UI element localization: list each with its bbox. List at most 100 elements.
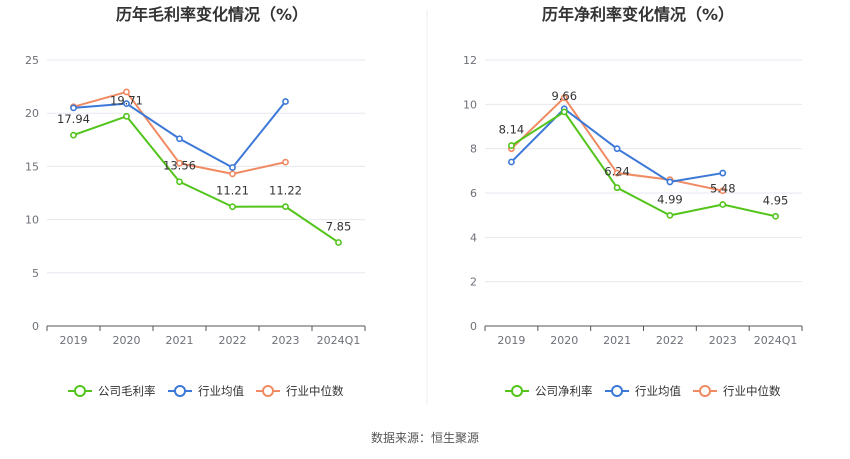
gross-margin-y-tick-label: 25 (25, 54, 39, 67)
net-margin-company-point[interactable] (666, 211, 674, 219)
legend-swatch-marker (511, 385, 523, 397)
legend-label: 公司毛利率 (98, 384, 156, 398)
net-margin-y-tick-label: 8 (470, 143, 477, 156)
gross-margin-x-tick-label: 2019 (60, 334, 88, 347)
legend-swatch-marker (174, 385, 186, 397)
net-margin-x-tick-label: 2021 (603, 334, 631, 347)
net-margin-y-tick-label: 2 (470, 276, 477, 289)
gross-margin-data-label: 11.22 (269, 184, 302, 198)
net-margin-y-tick-label: 12 (463, 54, 477, 67)
net-margin-legend-item-industry-median[interactable]: 行业中位数 (693, 384, 781, 398)
net-margin-legend[interactable]: 公司净利率 行业均值 行业中位数 (505, 384, 781, 398)
net-margin-industry-median-point[interactable] (613, 169, 621, 177)
net-margin-data-label: 9.66 (551, 89, 577, 103)
net-margin-industry-median-point[interactable] (719, 187, 727, 195)
net-margin-company-point[interactable] (560, 108, 568, 116)
gross-margin-industry-avg-point[interactable] (123, 100, 130, 108)
gross-margin-x-tick-label: 2024Q1 (317, 334, 361, 347)
net-margin-company-point[interactable] (613, 184, 621, 192)
gross-margin-data-label: 19.71 (110, 93, 143, 107)
net-margin-industry-avg-point[interactable] (508, 158, 515, 166)
net-margin-industry-median-point[interactable] (560, 94, 568, 102)
legend-label: 公司净利率 (535, 384, 593, 398)
gross-margin-y-axis: 0 5 10 15 20 25 (25, 54, 39, 333)
gross-margin-company-point[interactable] (70, 131, 77, 139)
net-margin-company-point[interactable] (772, 212, 779, 220)
net-margin-grid (485, 59, 802, 283)
gross-margin-x-axis: 2019 2020 2021 2022 2023 2024Q1 (46, 325, 366, 347)
gross-margin-company-point[interactable] (282, 203, 289, 211)
net-margin-company-point[interactable] (719, 201, 727, 208)
gross-margin-y-tick-label: 20 (25, 107, 39, 120)
net-margin-data-label: 4.99 (657, 192, 683, 206)
net-margin-y-tick-label: 10 (463, 98, 477, 111)
gross-margin-y-tick-label: 15 (25, 160, 39, 173)
gross-margin-industry-median-point[interactable] (123, 88, 130, 96)
legend-swatch-marker (699, 385, 711, 397)
gross-margin-industry-median-point[interactable] (282, 158, 289, 166)
legend-swatch-marker (74, 385, 86, 397)
net-margin-y-tick-label: 4 (470, 231, 477, 244)
legend-label: 行业均值 (198, 384, 244, 398)
gross-margin-company-point[interactable] (123, 112, 130, 120)
gross-margin-data-label: 13.56 (163, 159, 196, 173)
gross-margin-y-tick-label: 10 (25, 214, 39, 227)
net-margin-x-tick-label: 2020 (550, 334, 578, 347)
net-margin-data-label: 6.24 (604, 165, 630, 179)
gross-margin-legend-item-company[interactable]: 公司毛利率 (68, 384, 156, 398)
gross-margin-series (70, 88, 342, 246)
legend-label: 行业中位数 (723, 384, 781, 398)
gross-margin-grid (47, 59, 365, 274)
gross-margin-industry-avg-point[interactable] (282, 98, 289, 105)
gross-margin-y-tick-label: 5 (32, 267, 39, 280)
legend-label: 行业均值 (635, 384, 681, 398)
net-margin-y-tick-label: 6 (470, 187, 477, 200)
net-margin-data-labels: 8.14 9.66 6.24 4.99 5.48 4.95 (499, 89, 789, 207)
gross-margin-industry-avg-point[interactable] (70, 104, 77, 112)
gross-margin-company-point[interactable] (176, 178, 183, 186)
gross-margin-y-tick-label: 0 (32, 320, 39, 333)
net-margin-legend-item-industry-avg[interactable]: 行业均值 (605, 384, 681, 398)
gross-margin-data-labels: 17.94 19.71 13.56 11.21 11.22 7.85 (57, 93, 351, 233)
net-margin-company-line (510, 110, 776, 218)
gross-margin-company-line (73, 115, 340, 244)
net-margin-data-label: 4.95 (763, 193, 789, 207)
net-margin-legend-item-company[interactable]: 公司净利率 (505, 384, 593, 398)
net-margin-series (508, 94, 779, 220)
net-margin-y-tick-label: 0 (470, 320, 477, 333)
gross-margin-chart-title: 历年毛利率变化情况（%） (116, 5, 308, 24)
gross-margin-x-tick-label: 2023 (272, 334, 300, 347)
net-margin-x-tick-label: 2024Q1 (754, 334, 798, 347)
net-margin-y-axis: 0 2 4 6 8 10 12 (463, 54, 477, 333)
gross-margin-industry-avg-line (73, 100, 287, 169)
gross-margin-chart: 历年毛利率变化情况（%） 0 5 10 15 20 25 2019 2020 2021 2022… (25, 5, 366, 398)
net-margin-x-tick-label: 2023 (709, 334, 737, 347)
net-margin-company-point[interactable] (508, 142, 515, 149)
gross-margin-industry-avg-point[interactable] (229, 164, 236, 171)
net-margin-x-tick-label: 2022 (656, 334, 684, 347)
net-margin-industry-avg-point[interactable] (613, 145, 621, 153)
gross-margin-legend-item-industry-median[interactable]: 行业中位数 (256, 384, 344, 398)
gross-margin-industry-median-point[interactable] (229, 170, 236, 178)
net-margin-chart-title: 历年净利率变化情况（%） (542, 5, 734, 24)
gross-margin-data-label: 11.21 (216, 184, 249, 198)
gross-margin-x-tick-label: 2021 (166, 334, 194, 347)
net-margin-industry-avg-point[interactable] (719, 169, 727, 177)
gross-margin-x-tick-label: 2020 (113, 334, 141, 347)
gross-margin-legend[interactable]: 公司毛利率 行业均值 行业中位数 (68, 384, 344, 398)
gross-margin-data-label: 17.94 (57, 112, 90, 126)
gross-margin-legend-item-industry-avg[interactable]: 行业均值 (168, 384, 244, 398)
net-margin-x-axis: 2019 2020 2021 2022 2023 2024Q1 (484, 325, 803, 347)
gross-margin-industry-avg-point[interactable] (176, 135, 183, 143)
net-margin-data-label: 8.14 (499, 123, 525, 137)
legend-swatch-marker (611, 385, 623, 397)
gross-margin-company-point[interactable] (335, 239, 342, 246)
data-source-note: 数据来源：恒生聚源 (371, 430, 479, 445)
gross-margin-industry-median-point[interactable] (176, 159, 183, 167)
net-margin-data-label: 5.48 (710, 182, 736, 196)
net-margin-industry-avg-point[interactable] (666, 178, 674, 186)
gross-margin-company-point[interactable] (229, 203, 236, 211)
legend-swatch-marker (262, 385, 274, 397)
